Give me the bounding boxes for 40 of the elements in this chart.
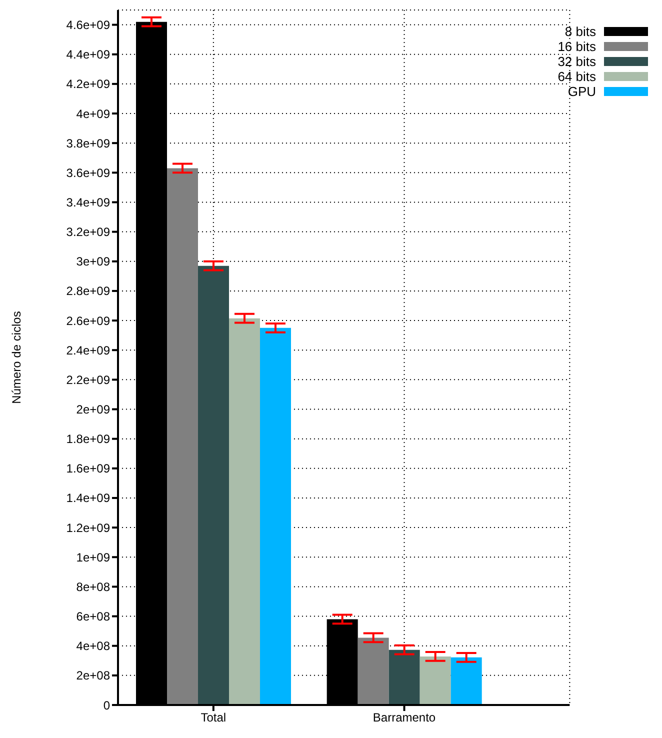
y-tick-label: 3e+09 bbox=[76, 254, 110, 269]
y-tick-label: 1.4e+09 bbox=[66, 491, 110, 506]
y-tick-label: 1.6e+09 bbox=[66, 462, 110, 476]
y-tick-label: 0 bbox=[103, 698, 110, 712]
y-tick-label: 2.2e+09 bbox=[66, 372, 110, 387]
y-tick-label: 3.4e+09 bbox=[66, 195, 110, 210]
y-tick-label: 3.2e+09 bbox=[66, 225, 110, 240]
y-tick-label: 1.2e+09 bbox=[66, 520, 110, 535]
y-tick-label: 4.6e+09 bbox=[66, 18, 110, 32]
y-tick-label: 4e+08 bbox=[76, 639, 110, 654]
bar bbox=[388, 650, 420, 705]
legend-label: 16 bits bbox=[558, 39, 596, 54]
y-tick-label: 2e+08 bbox=[76, 668, 110, 683]
y-tick-label: 2e+09 bbox=[76, 402, 110, 417]
x-tick-label: Total bbox=[200, 710, 226, 725]
y-tick-label: 1e+09 bbox=[76, 550, 110, 564]
bar bbox=[420, 656, 451, 705]
legend-label: 8 bits bbox=[564, 24, 596, 39]
y-tick-label: 4e+09 bbox=[76, 106, 110, 121]
y-tick-label: 6e+08 bbox=[76, 610, 110, 624]
y-tick-label: 4.4e+09 bbox=[66, 48, 110, 62]
y-tick-label: 3.8e+09 bbox=[66, 136, 110, 150]
y-axis-title: Número de ciclos bbox=[9, 311, 24, 404]
y-tick-label: 1.8e+09 bbox=[66, 432, 110, 446]
x-tick-label: Barramento bbox=[372, 710, 436, 725]
bar bbox=[450, 657, 482, 705]
y-tick-label: 2.4e+09 bbox=[66, 343, 110, 358]
y-tick-label: 3.6e+09 bbox=[66, 166, 110, 180]
legend-label: 32 bits bbox=[558, 54, 596, 69]
y-tick-label: 8e+08 bbox=[76, 580, 110, 594]
bar bbox=[260, 328, 291, 705]
bar bbox=[229, 318, 260, 705]
bar bbox=[167, 168, 198, 705]
legend-label: GPU bbox=[568, 84, 596, 99]
bar bbox=[358, 638, 389, 705]
y-tick-label: 2.8e+09 bbox=[66, 284, 110, 298]
y-tick-label: 4.2e+09 bbox=[66, 77, 110, 92]
legend-label: 64 bits bbox=[558, 69, 596, 84]
y-tick-label: 2.6e+09 bbox=[66, 314, 110, 328]
bar bbox=[198, 266, 229, 705]
